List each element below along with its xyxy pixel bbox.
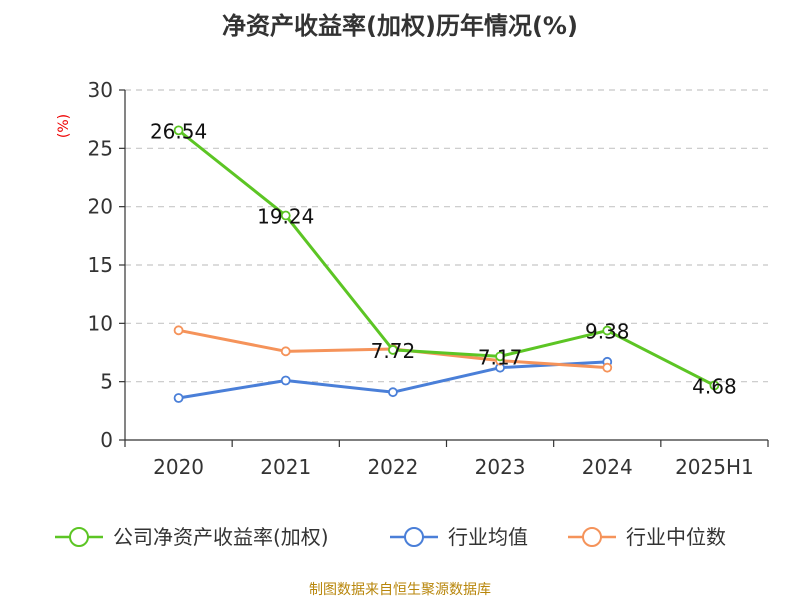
series-line-0 — [177, 129, 716, 387]
y-tick-label: 10 — [88, 311, 113, 335]
series-group — [173, 125, 720, 403]
x-tick-label: 2020 — [153, 455, 204, 479]
x-tick-label: 2022 — [367, 455, 418, 479]
x-tick-label: 2025H1 — [675, 455, 754, 479]
series-point-0 — [709, 380, 720, 391]
y-axis-label: (%) — [56, 114, 72, 138]
series-point-0 — [280, 210, 291, 221]
legend-marker-icon — [404, 527, 424, 547]
series-point-1 — [280, 375, 291, 386]
source-note: 制图数据来自恒生聚源数据库 — [309, 582, 491, 598]
axes: 0 5 10 15 20 25 30 2020 2021 2022 2023 2024 2025H1 — [88, 78, 769, 479]
series-point-2 — [602, 362, 613, 373]
data-labels: 26.54 19.24 7.72 7.17 9.38 4.68 — [150, 119, 737, 398]
data-label: 9.38 — [585, 320, 630, 344]
x-tick-label: 2024 — [582, 455, 633, 479]
y-tick-label: 0 — [100, 428, 113, 452]
series-point-1 — [388, 387, 398, 398]
legend: 公司净资产收益率(加权) 行业均值 行业中位数 — [55, 525, 726, 549]
series-point-0 — [173, 125, 184, 136]
data-label: 26.54 — [150, 119, 207, 143]
legend-label: 行业均值 — [448, 525, 528, 549]
series-point-2 — [173, 325, 184, 336]
series-point-1 — [173, 393, 184, 403]
series-point-0 — [388, 345, 398, 355]
data-label: 7.72 — [371, 339, 416, 363]
series-point-0 — [495, 351, 505, 362]
x-tick-label: 2021 — [260, 455, 311, 479]
series-point-2 — [280, 346, 291, 357]
x-tick-label: 2023 — [475, 455, 526, 479]
y-tick-label: 15 — [88, 253, 113, 277]
series-point-0 — [602, 325, 613, 336]
data-label: 7.17 — [478, 345, 523, 369]
grid-lines — [125, 89, 768, 383]
legend-marker-icon — [582, 527, 602, 547]
y-tick-label: 20 — [88, 195, 113, 219]
legend-label: 公司净资产收益率(加权) — [113, 525, 329, 549]
y-tick-label: 30 — [88, 78, 113, 102]
legend-label: 行业中位数 — [626, 525, 726, 549]
legend-marker-icon — [69, 527, 89, 547]
data-label: 4.68 — [692, 374, 737, 398]
y-tick-label: 5 — [100, 370, 113, 394]
y-tick-label: 25 — [88, 136, 113, 160]
data-label: 19.24 — [257, 205, 314, 229]
chart-title: 净资产收益率(加权)历年情况(%) — [222, 12, 578, 40]
